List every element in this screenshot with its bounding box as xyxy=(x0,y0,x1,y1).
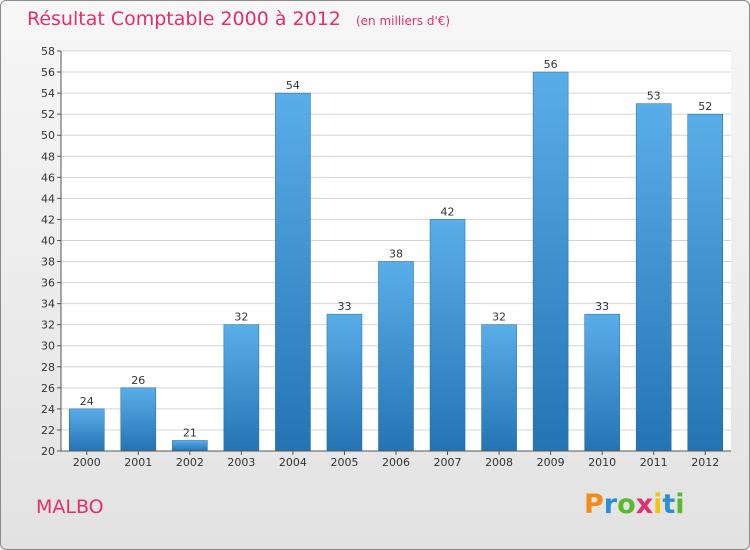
logo-letter: t xyxy=(662,489,676,520)
bar-2002 xyxy=(172,440,208,452)
data-label-2000: 24 xyxy=(80,395,94,408)
data-label-2001: 26 xyxy=(131,374,145,387)
proxiti-logo: Proxiti xyxy=(584,489,685,520)
bar-2009 xyxy=(532,71,569,452)
data-label-2012: 52 xyxy=(698,100,712,113)
y-tick-label: 20 xyxy=(41,445,55,458)
bar-2004 xyxy=(275,92,311,452)
y-tick-label: 40 xyxy=(41,234,55,247)
logo-letter: i xyxy=(653,489,663,520)
bar-chart: 24 26 21 32 54 33 38 42 32 56 33 53 52 20 22 24 26 28 30 3… xyxy=(41,45,731,469)
y-tick-label: 34 xyxy=(41,298,55,311)
y-tick-label: 32 xyxy=(41,319,55,332)
y-tick-label: 44 xyxy=(41,192,55,205)
bar-2000 xyxy=(68,408,105,452)
bar-2007 xyxy=(429,219,466,452)
bar-2001 xyxy=(120,387,157,452)
data-label-2007: 42 xyxy=(441,205,455,218)
data-label-2003: 32 xyxy=(234,311,248,324)
data-label-2005: 33 xyxy=(337,300,351,313)
chart-subtitle: (en milliers d'€) xyxy=(355,14,451,28)
y-tick-label: 30 xyxy=(41,340,55,353)
logo-letter: r xyxy=(603,489,618,520)
place-name: MALBO xyxy=(36,496,104,518)
y-tick-label: 50 xyxy=(41,129,55,142)
y-tick-label: 52 xyxy=(41,108,55,121)
x-tick-label-2009: 2009 xyxy=(537,456,565,469)
x-tick-label-2011: 2011 xyxy=(640,456,668,469)
bar-2008 xyxy=(481,324,517,452)
data-label-2009: 56 xyxy=(544,58,558,71)
bar-2003 xyxy=(223,324,260,452)
x-tick-label-2008: 2008 xyxy=(485,456,513,469)
x-tick-label-2003: 2003 xyxy=(227,456,255,469)
bar-2010 xyxy=(584,313,620,452)
x-tick-label-2012: 2012 xyxy=(691,456,719,469)
y-tick-label: 42 xyxy=(41,213,55,226)
data-label-2006: 38 xyxy=(389,248,403,261)
bar-2005 xyxy=(326,313,363,452)
y-tick-label: 56 xyxy=(41,66,55,79)
x-tick-label-2005: 2005 xyxy=(330,456,358,469)
bar-2012 xyxy=(687,113,724,452)
y-tick-label: 54 xyxy=(41,87,55,100)
x-tick-label-2000: 2000 xyxy=(73,456,101,469)
bar-2006 xyxy=(378,261,414,452)
y-tick-label: 58 xyxy=(41,45,55,58)
logo-letter: P xyxy=(584,489,604,520)
x-tick-label-2006: 2006 xyxy=(382,456,410,469)
logo-letter: i xyxy=(675,489,685,520)
y-tick-label: 24 xyxy=(41,403,55,416)
y-tick-label: 36 xyxy=(41,277,55,290)
x-tick-label-2007: 2007 xyxy=(434,456,462,469)
logo-letter: o xyxy=(617,489,636,520)
chart-title: Résultat Comptable 2000 à 2012 xyxy=(27,8,341,30)
y-tick-label: 28 xyxy=(41,361,55,374)
y-tick-label: 46 xyxy=(41,171,55,184)
y-tick-label: 48 xyxy=(41,150,55,163)
bar-2011 xyxy=(635,103,672,452)
data-label-2002: 21 xyxy=(183,426,197,439)
data-label-2008: 32 xyxy=(492,311,506,324)
title-row: Résultat Comptable 2000 à 2012 (en milli… xyxy=(27,8,450,30)
x-tick-label-2010: 2010 xyxy=(588,456,616,469)
y-tick-label: 26 xyxy=(41,382,55,395)
logo-letter: x xyxy=(635,489,654,520)
data-label-2011: 53 xyxy=(647,90,661,103)
y-tick-label: 22 xyxy=(41,424,55,437)
data-label-2004: 54 xyxy=(286,79,300,92)
x-tick-label-2002: 2002 xyxy=(176,456,204,469)
x-tick-label-2001: 2001 xyxy=(124,456,152,469)
y-tick-label: 38 xyxy=(41,256,55,269)
data-label-2010: 33 xyxy=(595,300,609,313)
x-tick-label-2004: 2004 xyxy=(279,456,307,469)
